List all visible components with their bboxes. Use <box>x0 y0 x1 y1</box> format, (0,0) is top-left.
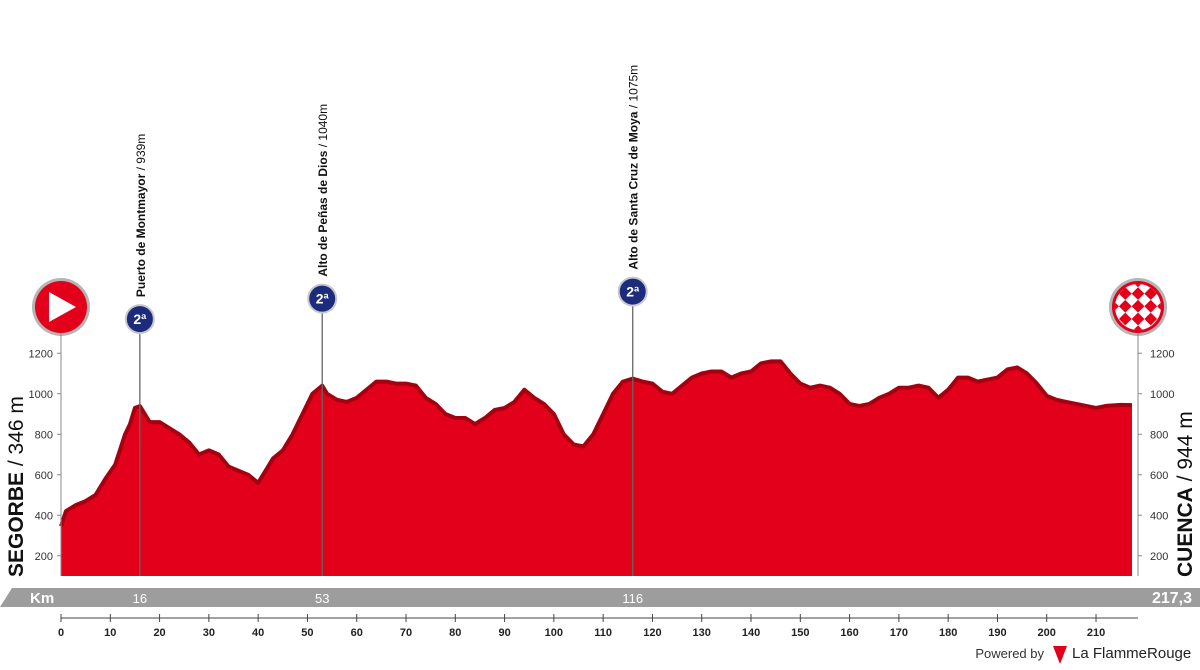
start-name: SEGORBE <box>5 472 28 577</box>
start-icon <box>32 278 90 336</box>
finish-name: CUENCA <box>1174 487 1197 577</box>
x-tick-label: 50 <box>301 627 313 639</box>
km-marker: 217,3 <box>1152 590 1192 607</box>
climb-category: 2ª <box>316 291 330 307</box>
climb-label: Alto de Peñas de Dios / 1040m <box>316 104 330 277</box>
x-tick-label: 150 <box>791 627 809 639</box>
climb-icon <box>124 304 155 335</box>
x-tick-label: 0 <box>58 627 64 639</box>
km-band <box>0 588 1200 607</box>
start-elevation: / 346 m <box>5 396 28 466</box>
powered-by: Powered by <box>975 646 1044 661</box>
climb-icon <box>307 283 338 314</box>
finish-label: CUENCA / 944 m <box>1174 411 1197 577</box>
brand-logo <box>1053 646 1067 664</box>
x-tick-label: 170 <box>890 627 908 639</box>
x-tick-label: 60 <box>351 627 363 639</box>
x-tick-label: 100 <box>545 627 563 639</box>
km-marker: 116 <box>622 591 643 606</box>
climb-name: Puerto de Montmayor <box>134 173 148 297</box>
y-tick-label: 400 <box>35 510 53 522</box>
y-tick-label: 1000 <box>1150 389 1174 401</box>
x-tick-label: 180 <box>939 627 957 639</box>
finish-icon <box>1106 274 1170 339</box>
climb-label: Puerto de Montmayor / 939m <box>134 134 148 297</box>
y-tick-label: 400 <box>1150 510 1168 522</box>
x-axis-label: Km <box>30 590 54 607</box>
x-tick-label: 30 <box>203 627 215 639</box>
x-tick-label: 10 <box>104 627 116 639</box>
x-tick-label: 110 <box>594 627 612 639</box>
y-tick-label: 200 <box>1150 551 1168 563</box>
y-tick-label: 200 <box>35 551 53 563</box>
climb-label: Alto de Santa Cruz de Moya / 1075m <box>627 65 641 270</box>
y-tick-label: 800 <box>35 429 53 441</box>
y-tick-label: 1200 <box>29 348 53 360</box>
y-tick-label: 600 <box>35 470 53 482</box>
x-tick-label: 190 <box>988 627 1006 639</box>
km-marker: 53 <box>315 591 329 606</box>
climb-elevation: / 939m <box>134 134 148 171</box>
x-tick-label: 90 <box>498 627 510 639</box>
x-tick-label: 140 <box>742 627 760 639</box>
x-tick-label: 80 <box>449 627 461 639</box>
climb-category: 2ª <box>133 311 147 327</box>
y-tick-label: 600 <box>1150 470 1168 482</box>
y-tick-label: 1000 <box>29 389 53 401</box>
climb-icon <box>617 276 648 307</box>
x-tick-label: 120 <box>643 627 661 639</box>
x-tick-label: 40 <box>252 627 264 639</box>
x-tick-label: 200 <box>1038 627 1056 639</box>
y-tick-label: 1200 <box>1150 348 1174 360</box>
profile-ridge <box>59 359 1133 527</box>
brand: La FlammeRouge <box>1072 645 1191 662</box>
profile-fill <box>61 361 1132 576</box>
finish-elevation: / 944 m <box>1174 411 1197 481</box>
x-tick-label: 70 <box>400 627 412 639</box>
x-tick-label: 210 <box>1087 627 1105 639</box>
climb-elevation: / 1040m <box>316 104 330 147</box>
x-tick-label: 20 <box>153 627 165 639</box>
climb-elevation: / 1075m <box>627 65 641 108</box>
climb-category: 2ª <box>626 284 640 300</box>
x-tick-label: 130 <box>693 627 711 639</box>
start-label: SEGORBE / 346 m <box>5 396 28 577</box>
climb-name: Alto de Santa Cruz de Moya <box>627 111 641 269</box>
y-tick-label: 800 <box>1150 429 1168 441</box>
x-tick-label: 160 <box>840 627 858 639</box>
climb-name: Alto de Peñas de Dios <box>316 150 330 276</box>
km-marker: 16 <box>133 591 147 606</box>
